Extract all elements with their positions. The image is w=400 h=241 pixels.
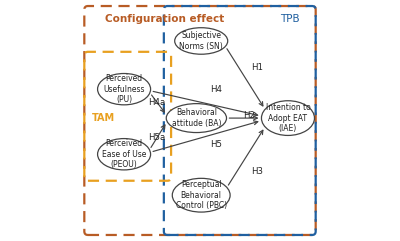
Text: Perceptual
Behavioral
Control (PBC): Perceptual Behavioral Control (PBC) xyxy=(176,180,227,210)
Text: H4: H4 xyxy=(210,85,222,94)
Text: Perceived
Usefulness
(PU): Perceived Usefulness (PU) xyxy=(103,74,145,104)
Text: H4a: H4a xyxy=(148,98,165,107)
Text: H5a: H5a xyxy=(148,133,165,142)
Text: Perceived
Ease of Use
(PEOU): Perceived Ease of Use (PEOU) xyxy=(102,139,146,169)
Ellipse shape xyxy=(98,139,150,170)
Text: Behavioral
attitude (BA): Behavioral attitude (BA) xyxy=(172,108,221,128)
Text: Configuration effect: Configuration effect xyxy=(105,14,224,24)
Text: H5: H5 xyxy=(210,140,222,149)
Ellipse shape xyxy=(172,178,230,212)
Ellipse shape xyxy=(262,101,314,135)
Text: TPB: TPB xyxy=(280,14,300,24)
Ellipse shape xyxy=(175,28,228,54)
Ellipse shape xyxy=(166,104,226,133)
Ellipse shape xyxy=(98,74,150,105)
Text: H3: H3 xyxy=(251,167,263,176)
Text: Subjective
Norms (SN): Subjective Norms (SN) xyxy=(179,31,223,51)
Text: Intention to
Adopt EAT
(IAE): Intention to Adopt EAT (IAE) xyxy=(266,103,310,133)
Text: H1: H1 xyxy=(251,63,263,72)
Text: TAM: TAM xyxy=(92,113,115,123)
Text: H2: H2 xyxy=(244,111,256,120)
